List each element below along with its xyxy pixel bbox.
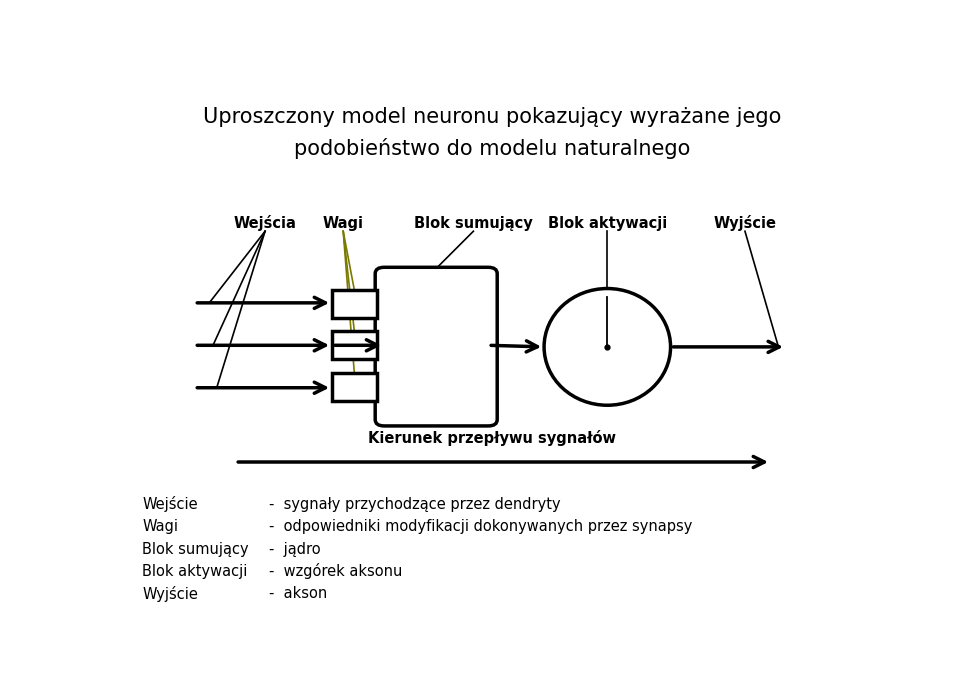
Text: -  sygnały przychodzące przez dendryty: - sygnały przychodzące przez dendryty — [269, 497, 561, 512]
Text: Blok sumujący: Blok sumujący — [142, 542, 249, 557]
Bar — [332, 290, 376, 318]
Text: -  jądro: - jądro — [269, 542, 321, 557]
Text: -  wzgórek aksonu: - wzgórek aksonu — [269, 564, 402, 579]
Text: podobieństwo do modelu naturalnego: podobieństwo do modelu naturalnego — [294, 138, 690, 159]
Text: Blok aktywacji: Blok aktywacji — [548, 216, 667, 232]
Text: Wagi: Wagi — [142, 520, 179, 534]
FancyBboxPatch shape — [375, 267, 497, 426]
Text: Uproszczony model neuronu pokazujący wyrażane jego: Uproszczony model neuronu pokazujący wyr… — [203, 107, 781, 127]
Text: -  odpowiedniki modyfikacji dokonywanych przez synapsy: - odpowiedniki modyfikacji dokonywanych … — [269, 520, 692, 534]
Text: Wyjście: Wyjście — [713, 215, 777, 232]
Text: Wagi: Wagi — [323, 216, 364, 232]
Bar — [332, 373, 376, 401]
Text: Blok sumujący: Blok sumujący — [414, 216, 533, 232]
Text: Wejście: Wejście — [142, 497, 198, 513]
Ellipse shape — [544, 289, 670, 405]
Text: Wyjście: Wyjście — [142, 586, 198, 601]
Text: Kierunek przepływu sygnałów: Kierunek przepływu sygnałów — [368, 430, 616, 446]
Text: Wejścia: Wejścia — [233, 215, 297, 232]
Bar — [332, 331, 376, 359]
Text: Blok aktywacji: Blok aktywacji — [142, 564, 248, 579]
Text: -  akson: - akson — [269, 586, 327, 601]
